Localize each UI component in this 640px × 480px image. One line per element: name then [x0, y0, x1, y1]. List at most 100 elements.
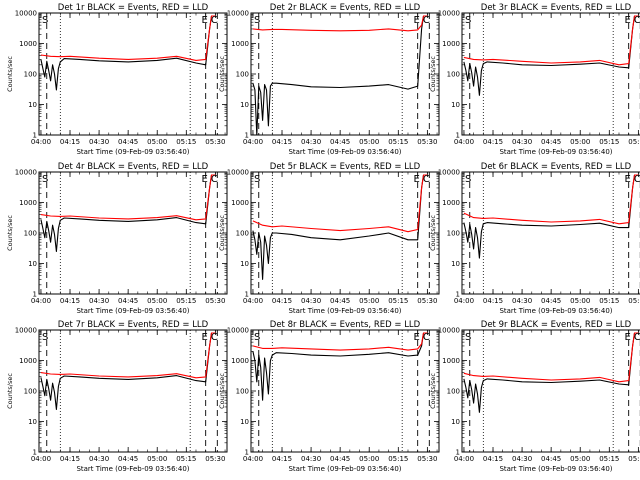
y-tick-label: 1000 [442, 357, 460, 365]
x-tick-label: 04:30 [301, 297, 321, 305]
marker-s: S [254, 15, 260, 26]
marker-e: E [202, 15, 208, 26]
marker-c: C [211, 174, 218, 185]
x-tick-label: 05:15 [599, 138, 619, 146]
marker-s: S [254, 332, 260, 343]
chart-title: Det 3r BLACK = Events, RED = LLD [481, 3, 632, 13]
x-tick-label: 04:15 [60, 455, 80, 463]
series-line-lld [252, 174, 428, 233]
x-tick-label: 04:45 [541, 455, 561, 463]
plot-frame [461, 329, 640, 453]
x-tick-label: 05:15 [599, 297, 619, 305]
x-tick-label: 05:30 [205, 138, 225, 146]
x-tick-label: 04:00 [454, 138, 474, 146]
x-tick-label: 04:45 [118, 297, 138, 305]
chart-panel-5: Det 5r BLACK = Events, RED = LLD Counts/s… [218, 162, 440, 315]
chart-title: Det 8r BLACK = Events, RED = LLD [270, 320, 421, 330]
x-axis-label: Start Time (09-Feb-09 03:56:40) [499, 465, 612, 473]
y-tick-label: 1 [245, 449, 249, 457]
x-tick-label: 04:30 [301, 138, 321, 146]
marker-e: E [202, 332, 208, 343]
marker-c: C [423, 15, 430, 26]
plot-frame [250, 12, 440, 136]
chart-title: Det 9r BLACK = Events, RED = LLD [481, 320, 632, 330]
chart-panel-1: Det 1r BLACK = Events, RED = LLD Counts/s… [6, 3, 228, 156]
y-tick-label: 1000 [231, 40, 249, 48]
series-line-lld [40, 15, 216, 61]
y-tick-label: 10 [240, 101, 249, 109]
series-line-events [252, 174, 428, 280]
x-tick-label: 05:30 [417, 455, 437, 463]
y-tick-label: 10 [28, 101, 37, 109]
y-tick-label: 10000 [438, 10, 460, 18]
y-tick-label: 100 [236, 388, 249, 396]
y-axis-label: Counts/sec [218, 56, 226, 92]
y-tick-label: 1000 [442, 40, 460, 48]
plot-frame [461, 171, 640, 295]
y-tick-label: 10000 [15, 10, 37, 18]
x-tick-label: 05:00 [147, 138, 167, 146]
marker-s: S [42, 15, 48, 26]
marker-e: E [625, 15, 631, 26]
y-tick-label: 10 [451, 260, 460, 268]
x-axis-label: Start Time (09-Feb-09 03:56:40) [288, 148, 401, 156]
chart-panel-7: Det 7r BLACK = Events, RED = LLD Counts/s… [6, 320, 228, 473]
chart-title: Det 2r BLACK = Events, RED = LLD [270, 3, 421, 13]
x-tick-label: 04:15 [272, 138, 292, 146]
plot-frame [461, 12, 640, 136]
x-tick-label: 05:15 [388, 455, 408, 463]
x-tick-label: 05:00 [570, 138, 590, 146]
chart-panel-2: Det 2r BLACK = Events, RED = LLD Counts/s… [218, 3, 440, 156]
x-tick-label: 05:00 [147, 297, 167, 305]
x-tick-label: 05:15 [176, 138, 196, 146]
y-axis-label: Counts/sec [429, 373, 437, 409]
series-line-lld [252, 15, 428, 32]
x-tick-label: 04:00 [454, 455, 474, 463]
x-tick-label: 05:30 [205, 297, 225, 305]
y-axis-label: Counts/sec [218, 215, 226, 251]
x-tick-label: 05:30 [417, 138, 437, 146]
x-tick-label: 04:15 [272, 297, 292, 305]
marker-c: C [211, 15, 218, 26]
y-axis-label: Counts/sec [429, 56, 437, 92]
x-tick-label: 05:30 [628, 455, 640, 463]
marker-s: S [465, 15, 471, 26]
x-tick-label: 04:30 [512, 297, 532, 305]
x-tick-label: 04:45 [330, 297, 350, 305]
y-tick-label: 1 [245, 132, 249, 140]
chart-title: Det 1r BLACK = Events, RED = LLD [58, 3, 209, 13]
y-tick-label: 100 [24, 388, 37, 396]
series-line-lld [463, 15, 639, 66]
marker-e: E [414, 15, 420, 26]
y-tick-label: 100 [24, 230, 37, 238]
y-tick-label: 10 [240, 418, 249, 426]
y-tick-label: 1 [33, 449, 37, 457]
marker-c: C [634, 332, 640, 343]
x-tick-label: 05:30 [417, 297, 437, 305]
x-tick-label: 04:15 [60, 297, 80, 305]
y-axis-label: Counts/sec [218, 373, 226, 409]
y-tick-label: 10 [28, 418, 37, 426]
x-axis-label: Start Time (09-Feb-09 03:56:40) [76, 148, 189, 156]
x-tick-label: 05:30 [628, 138, 640, 146]
plot-frame [38, 171, 228, 295]
y-tick-label: 1000 [442, 199, 460, 207]
x-tick-label: 04:15 [272, 455, 292, 463]
chart-panel-9: Det 9r BLACK = Events, RED = LLD Counts/s… [429, 320, 640, 473]
x-tick-label: 05:15 [599, 455, 619, 463]
marker-s: S [254, 174, 260, 185]
y-tick-label: 10 [240, 260, 249, 268]
x-tick-label: 04:15 [483, 297, 503, 305]
y-tick-label: 1 [456, 449, 460, 457]
plot-frame [38, 12, 228, 136]
x-tick-label: 05:00 [570, 455, 590, 463]
x-tick-label: 05:30 [628, 297, 640, 305]
marker-c: C [423, 174, 430, 185]
x-tick-label: 04:30 [301, 455, 321, 463]
marker-c: C [634, 174, 640, 185]
chart-title: Det 5r BLACK = Events, RED = LLD [270, 162, 421, 172]
chart-title: Det 6r BLACK = Events, RED = LLD [481, 162, 632, 172]
x-tick-label: 04:15 [483, 138, 503, 146]
plot-frame [250, 171, 440, 295]
